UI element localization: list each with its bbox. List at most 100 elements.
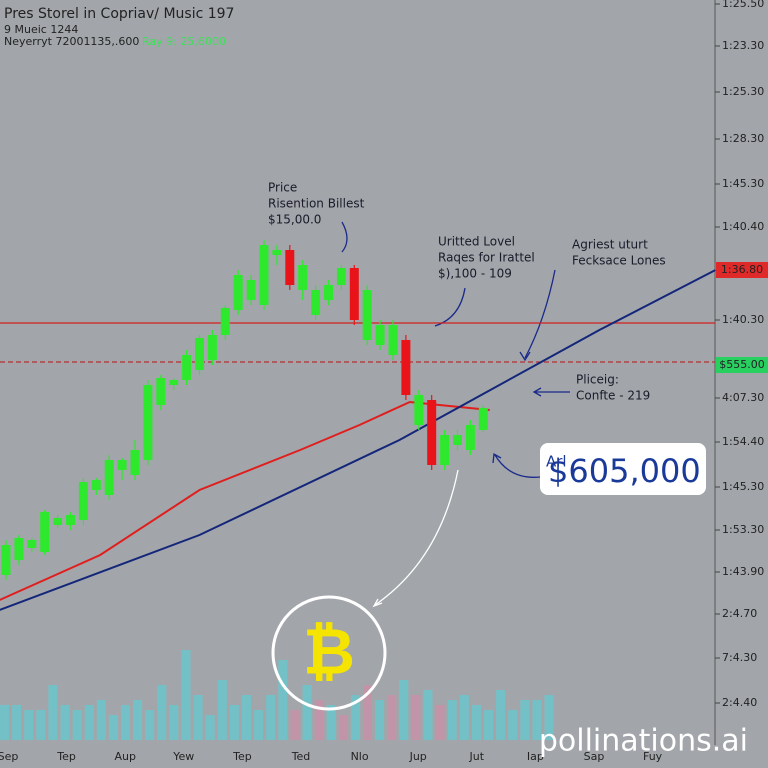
volume-bar: [217, 680, 227, 740]
volume-bar: [229, 705, 239, 740]
y-tick-label: 4:07.30: [722, 391, 764, 404]
y-tick-label: 1:54.40: [722, 435, 764, 448]
arrow: [434, 287, 466, 327]
volume-bar: [278, 660, 288, 740]
candle-body: [169, 380, 179, 385]
arrow: [532, 387, 570, 397]
candle-body: [182, 355, 192, 380]
annotation: Pliceig:: [576, 373, 619, 387]
x-tick-label: Sap: [584, 750, 605, 763]
candle-body: [362, 290, 372, 340]
volume-bar: [193, 695, 203, 740]
candle-body: [91, 480, 101, 490]
callout-value: $605,000: [548, 452, 701, 490]
volume-bar: [411, 695, 421, 740]
x-tick-label: Jup: [409, 750, 427, 763]
volume-bar: [375, 700, 385, 740]
volume-bar: [508, 710, 518, 740]
y-tick-label: 1:23.30: [722, 39, 764, 52]
candle-body: [53, 518, 63, 525]
callout-box: [540, 443, 706, 495]
y-tick-label: 1:40.40: [722, 220, 764, 233]
candle-body: [117, 460, 127, 470]
price-badge-label: $555.00: [719, 358, 765, 371]
volume-bar: [108, 715, 118, 740]
candle-body: [66, 515, 75, 525]
volume-bar: [387, 695, 397, 740]
x-tick-label: Aup: [114, 750, 135, 763]
x-tick-label: Tep: [232, 750, 252, 763]
y-tick-label: 1:53.30: [722, 523, 764, 536]
volume-bar: [290, 710, 300, 740]
y-tick-label: 2:4.40: [722, 696, 757, 709]
candle-body: [311, 290, 321, 315]
volume-bar: [459, 695, 469, 740]
candle-body: [143, 385, 153, 460]
subtitle: Neyerryt 72001135,.600: [4, 35, 139, 48]
arrow: [519, 269, 556, 362]
volume-bar: [242, 695, 251, 740]
watermark: pollinations.ai: [539, 724, 748, 759]
x-tick-label: Fuy: [643, 750, 663, 763]
volume-bar: [423, 690, 433, 740]
volume-bar: [0, 705, 9, 740]
candle-body: [298, 265, 308, 290]
volume-bar: [24, 710, 34, 740]
arrow: [492, 452, 541, 478]
candle-body: [259, 245, 269, 305]
volume-bar: [363, 685, 372, 740]
y-tick-label: 7:4.30: [722, 651, 757, 664]
x-tick-label: Yew: [172, 750, 194, 763]
candle-body: [14, 538, 24, 560]
volume-bar: [133, 700, 143, 740]
price-badge: [716, 262, 768, 278]
candle-body: [375, 325, 385, 345]
candle-body: [104, 460, 114, 495]
candle-body: [40, 512, 50, 552]
volume-bar: [302, 685, 312, 740]
annotation: $),100 - 109: [438, 267, 512, 281]
y-tick-label: 1:43.90: [722, 565, 764, 578]
chart-title: Pres Storel in Copriav/ Music 197: [4, 6, 234, 22]
annotation: $15,00.0: [268, 213, 321, 227]
volume-bar: [12, 705, 22, 740]
candle-body: [478, 408, 488, 430]
candle-body: [440, 435, 450, 465]
candle-body: [195, 338, 204, 370]
x-tick-label: Nlo: [351, 750, 369, 763]
volume-bar: [350, 695, 360, 740]
candle-body: [349, 268, 359, 320]
volume-bar: [145, 710, 155, 740]
y-tick-label: 1:40.30: [722, 313, 764, 326]
candle-body: [220, 308, 230, 335]
candle-body: [130, 450, 140, 475]
volume-bar: [399, 680, 409, 740]
candle-body: [207, 335, 217, 360]
y-tick-label: 1:45.30: [722, 480, 764, 493]
x-tick-label: Ted: [291, 750, 311, 763]
annotation: Uritted Lovel: [438, 235, 515, 249]
y-tick-label: 1:45.30: [722, 177, 764, 190]
candle-body: [465, 425, 475, 450]
candle-body: [324, 285, 333, 300]
volume-bar: [338, 715, 348, 740]
candle-body: [233, 275, 243, 310]
volume-bar: [60, 705, 70, 740]
x-tick-label: Sep: [0, 750, 18, 763]
annotation: Confte - 219: [576, 389, 650, 403]
volume-bar: [520, 700, 530, 740]
volume-bar: [435, 705, 445, 740]
annotation: Price: [268, 181, 297, 195]
volume-bar: [181, 650, 191, 740]
volume-bar: [314, 700, 324, 740]
volume-bar: [72, 710, 82, 740]
y-tick-label: 2:4.70: [722, 607, 757, 620]
candle-body: [285, 250, 295, 285]
y-tick-label: 1:25.30: [722, 85, 764, 98]
annotation: Raqes for Irattel: [438, 251, 535, 265]
candle-body: [453, 435, 462, 445]
candle-body: [388, 325, 398, 355]
annotation: Risention Billest: [268, 197, 365, 211]
